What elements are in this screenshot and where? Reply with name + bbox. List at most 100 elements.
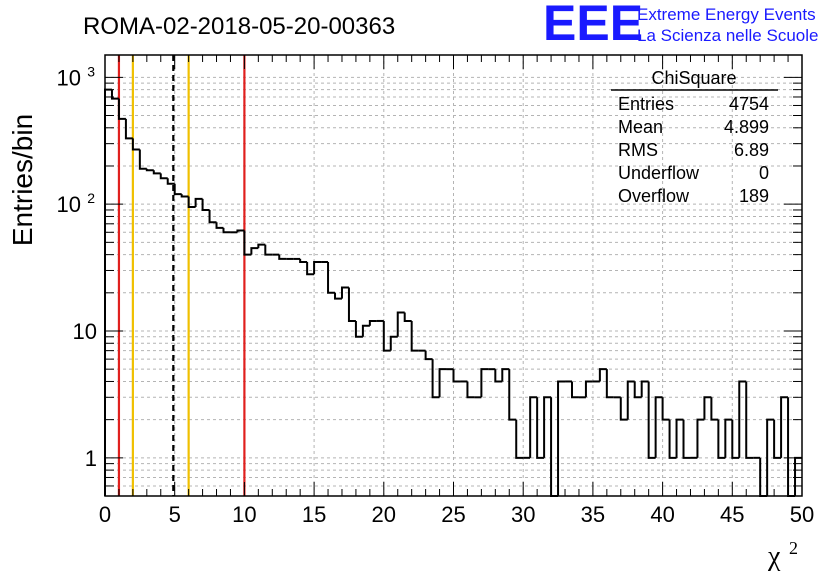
x-tick-label: 15 [302, 502, 326, 527]
histogram-bin [187, 196, 196, 208]
stats-value-entries: 4754 [729, 94, 769, 114]
histogram-bin [766, 418, 775, 496]
histogram-bin [508, 369, 517, 421]
histogram-bin [361, 324, 370, 337]
histogram-bin [780, 396, 789, 458]
histogram-bin [382, 320, 391, 352]
histogram-bin [389, 335, 398, 351]
histogram-bin [194, 197, 203, 207]
histogram-bin [340, 286, 349, 299]
histogram-bin [334, 292, 342, 300]
histogram-bin [110, 89, 119, 100]
histogram-bin [696, 418, 705, 458]
stats-label-mean: Mean [618, 117, 663, 137]
histogram-bin [145, 168, 154, 172]
histogram-bin [515, 419, 524, 459]
histogram-bin [299, 258, 308, 263]
histogram-bin [584, 380, 593, 398]
histogram-bin [250, 247, 259, 255]
histogram-bin [570, 381, 579, 399]
histogram-bin [598, 368, 607, 382]
histogram-bin [257, 243, 266, 249]
y-tick-label-exponent: 3 [87, 63, 95, 79]
stats-label-entries: Entries [618, 94, 674, 114]
histogram-bin [787, 397, 796, 497]
histogram-bin [159, 173, 168, 180]
histogram-bin [543, 396, 552, 458]
histogram-bin [354, 320, 363, 338]
histogram-bin [306, 261, 315, 276]
histogram-bin [236, 229, 245, 233]
x-tick-label: 45 [720, 502, 744, 527]
histogram-bin [745, 381, 754, 459]
histogram-bin [201, 198, 210, 211]
histogram-bin [166, 178, 175, 185]
stats-label-rms: RMS [618, 140, 658, 160]
stats-box-rows: Entries 4754 Mean 4.899 RMS 6.89 Underflow 0 Ove… [618, 94, 769, 206]
logo-line-2: La Scienza nelle Scuole [637, 26, 818, 45]
histogram-bin [731, 419, 740, 459]
y-tick-labels: 1 10 10 2 10 3 [57, 63, 97, 470]
logo-line-1: Extreme Energy Events [637, 5, 816, 24]
histogram-bin [619, 397, 628, 421]
histogram-bin [501, 368, 510, 382]
histogram-bin [410, 320, 419, 352]
y-axis-label: Entries/bin [7, 114, 38, 246]
y-tick-label-exponent: 2 [87, 190, 95, 206]
x-tick-label: 25 [441, 502, 465, 527]
stats-value-overflow: 189 [739, 186, 769, 206]
histogram-bin [124, 118, 133, 140]
histogram-bin [313, 260, 322, 275]
histogram-bin [640, 380, 649, 398]
x-axis-label-sup: 2 [789, 538, 798, 558]
stats-box-title: ChiSquare [651, 68, 736, 88]
eee-logo: EEE Extreme Energy Events La Scienza nel… [543, 0, 818, 51]
histogram-bin [368, 319, 377, 326]
histogram-bin [550, 397, 559, 497]
histogram-bin [131, 138, 140, 151]
stats-label-underflow: Underflow [618, 163, 700, 183]
x-tick-label: 30 [511, 502, 535, 527]
histogram-bin [138, 149, 147, 170]
histogram-bin [180, 194, 189, 198]
histogram-bin [494, 369, 503, 383]
histogram-bin [424, 350, 433, 361]
stats-value-mean: 4.899 [724, 117, 769, 137]
histogram-bin [703, 396, 712, 420]
histogram-bin [717, 419, 726, 459]
histogram-bin [438, 368, 447, 398]
y-tick-label: 10 [57, 192, 81, 217]
histogram-bin [152, 170, 161, 175]
x-tick-label: 0 [99, 502, 111, 527]
histogram-bin [647, 381, 656, 459]
x-tick-label: 20 [372, 502, 396, 527]
histogram-bin [773, 419, 782, 459]
chart-title: ROMA-02-2018-05-20-00363 [83, 13, 395, 40]
histogram-bin [243, 230, 252, 256]
histogram-bin [264, 244, 273, 256]
x-tick-label: 35 [581, 502, 605, 527]
histogram-bin [347, 287, 356, 322]
x-tick-label: 50 [790, 502, 814, 527]
histogram-bin [633, 381, 642, 399]
histogram-bin [117, 98, 126, 120]
histogram-bin [710, 397, 719, 421]
histogram-bin [724, 418, 733, 458]
y-tick-label: 10 [57, 65, 81, 90]
stats-label-overflow: Overflow [618, 186, 690, 206]
histogram-bin [654, 396, 663, 458]
stats-value-underflow: 0 [759, 163, 769, 183]
histogram-bin [661, 397, 670, 421]
histogram-bin [466, 381, 475, 399]
reference-lines [117, 55, 246, 496]
histogram-bin [682, 419, 691, 459]
y-tick-label: 10 [73, 319, 97, 344]
histogram-bin [278, 254, 287, 260]
x-axis-label: χ 2 [767, 538, 798, 572]
histogram-bin [675, 418, 684, 458]
histogram-bin [668, 419, 677, 459]
histogram-bin [605, 369, 614, 399]
axes-frame [104, 54, 803, 497]
x-tick-label: 10 [232, 502, 256, 527]
histogram-bin [396, 311, 405, 337]
